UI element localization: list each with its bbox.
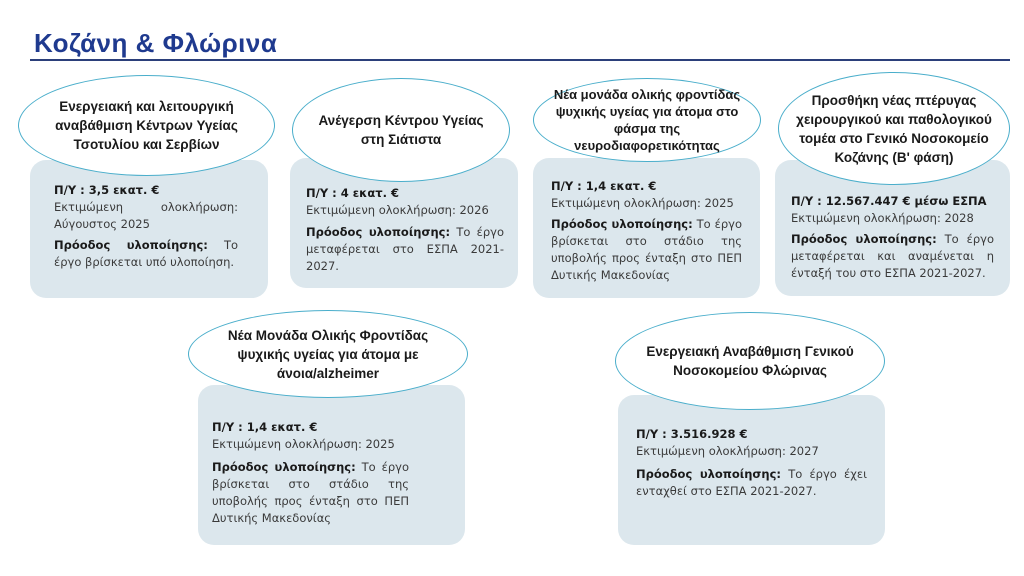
progress-label: Πρόοδος υλοποίησης: xyxy=(636,467,781,481)
project-card-heading: Νέα μονάδα ολικής φροντίδας ψυχικής υγεί… xyxy=(533,78,761,162)
progress-text: Το έργο βρίσκεται υπό υλοποίηση. xyxy=(54,238,239,269)
project-card-details: Π/Υ : 1,4 εκατ. € Εκτιμώμενη ολοκλήρωση: … xyxy=(198,385,465,545)
progress-text: Το έργο μεταφέρεται στο ΕΣΠΑ 2021-2027. xyxy=(306,225,505,273)
budget: Π/Υ : 3,5 εκατ. € xyxy=(54,183,160,197)
page-title: Κοζάνη & Φλώρινα xyxy=(34,28,278,58)
progress-text: Το έργο βρίσκεται στο στάδιο της υποβολή… xyxy=(551,217,743,282)
budget: Π/Υ : 12.567.447 € μέσω ΕΣΠΑ xyxy=(791,194,987,208)
progress-text: Το έργο μεταφέρεται και αναμένεται η έντ… xyxy=(791,232,995,280)
project-card-details: Π/Υ : 1,4 εκατ. € Εκτιμώμενη ολοκλήρωση: … xyxy=(533,158,760,298)
progress-label: Πρόοδος υλοποίησης: xyxy=(551,217,693,231)
progress-label: Πρόοδος υλοποίησης: xyxy=(791,232,937,246)
completion: Εκτιμώμενη ολοκλήρωση: 2026 xyxy=(306,203,489,217)
title-divider xyxy=(30,59,1010,61)
completion: Εκτιμώμενη ολοκλήρωση: 2028 xyxy=(791,211,974,225)
project-card-heading: Ενεργειακή Αναβάθμιση Γενικού Νοσοκομείο… xyxy=(615,312,885,410)
progress-label: Πρόοδος υλοποίησης: xyxy=(54,238,208,252)
project-card-details: Π/Υ : 3.516.928 € Εκτιμώμενη ολοκλήρωση: … xyxy=(618,395,885,545)
completion: Εκτιμώμενη ολοκλήρωση: 2025 xyxy=(551,196,734,210)
progress-text: Το έργο έχει ενταχθεί στο ΕΣΠΑ 2021-2027… xyxy=(636,467,867,498)
progress-label: Πρόοδος υλοποίησης: xyxy=(306,225,451,239)
budget: Π/Υ : 1,4 εκατ. € xyxy=(212,420,318,434)
completion: Εκτιμώμενη ολοκλήρωση: 2027 xyxy=(636,444,819,458)
budget: Π/Υ : 1,4 εκατ. € xyxy=(551,179,657,193)
project-card-heading: Προσθήκη νέας πτέρυγας χειρουργικού και … xyxy=(778,72,1010,185)
budget: Π/Υ : 4 εκατ. € xyxy=(306,186,399,200)
budget: Π/Υ : 3.516.928 € xyxy=(636,427,748,441)
completion: Εκτιμώμενη ολοκλήρωση: 2025 xyxy=(212,437,395,451)
project-card-details: Π/Υ : 3,5 εκατ. € Εκτιμώμενη ολοκλήρωση: … xyxy=(30,160,268,298)
project-card-heading: Νέα Μονάδα Ολικής Φροντίδας ψυχικής υγεί… xyxy=(188,310,468,398)
project-card-heading: Ανέγερση Κέντρου Υγείας στη Σιάτιστα xyxy=(292,78,510,182)
project-card-heading: Ενεργειακή και λειτουργική αναβάθμιση Κέ… xyxy=(18,75,275,176)
completion: Εκτιμώμενη ολοκλήρωση: Αύγουστος 2025 xyxy=(54,200,238,231)
progress-label: Πρόοδος υλοποίησης: xyxy=(212,460,356,474)
progress-text: Το έργο βρίσκεται στο στάδιο της υποβολή… xyxy=(212,460,410,525)
